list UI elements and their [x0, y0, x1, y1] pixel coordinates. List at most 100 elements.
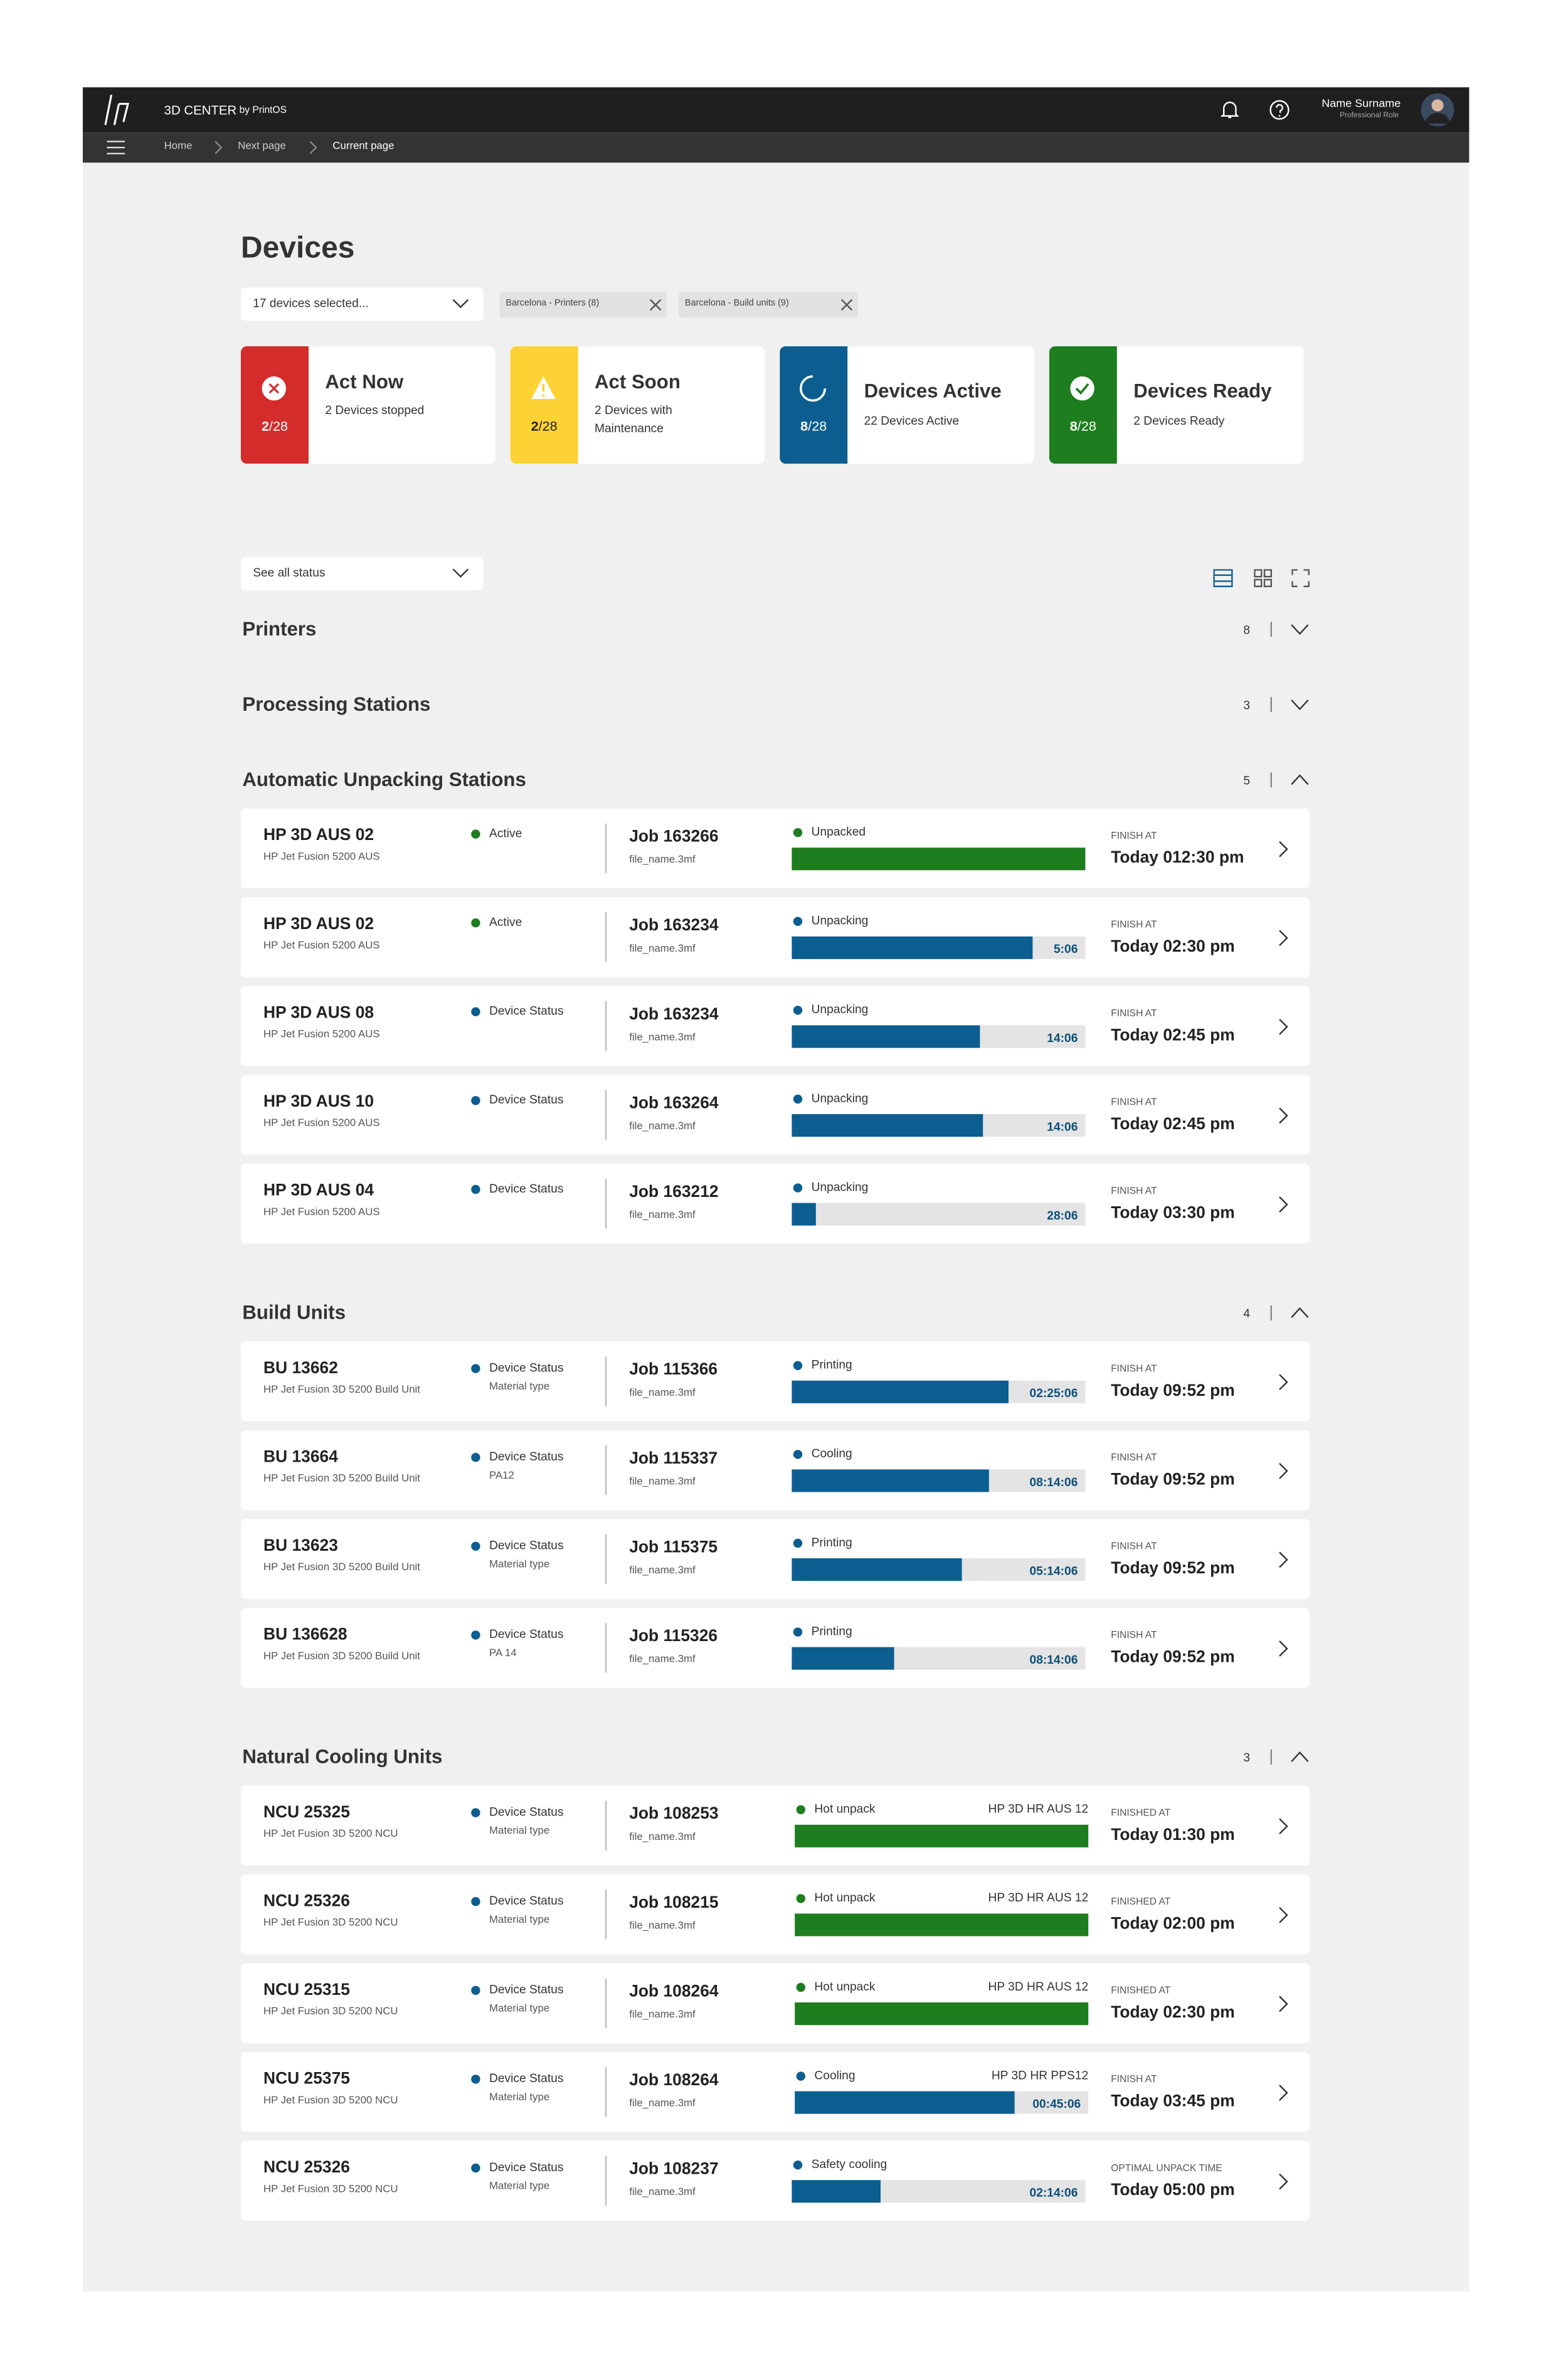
column-divider — [605, 1356, 607, 1406]
row-chevron[interactable] — [1278, 1373, 1289, 1391]
job-id: Job 163264 — [629, 1094, 719, 1113]
device-name: BU 13664 — [263, 1448, 338, 1467]
section-divider — [1270, 622, 1273, 637]
device-row[interactable]: HP 3D AUS 04 HP Jet Fusion 5200 AUS Device… — [241, 1164, 1310, 1244]
collapse-icon[interactable] — [1290, 1751, 1310, 1763]
phase: Unpacked — [811, 825, 866, 839]
card-icon — [800, 375, 827, 402]
card-strip — [780, 346, 848, 464]
card-subtitle: 2 Devices Ready — [1133, 414, 1225, 428]
device-name: NCU 25326 — [263, 1892, 350, 1911]
bell-icon[interactable] — [1219, 99, 1241, 120]
status-card[interactable]: 2/28 Act Soon 2 Devices with Maintenance — [510, 346, 765, 464]
file-name: file_name.3mf — [629, 1477, 696, 1488]
finish-label: FINISHED AT — [1111, 1897, 1171, 1908]
device-row[interactable]: BU 13623 HP Jet Fusion 3D 5200 Build Unit… — [241, 1519, 1310, 1599]
device-row[interactable]: NCU 25326 HP Jet Fusion 3D 5200 NCU Device… — [241, 2140, 1310, 2221]
device-row[interactable]: BU 13664 HP Jet Fusion 3D 5200 Build Unit… — [241, 1430, 1310, 1511]
status-card[interactable]: 8/28 Devices Ready 2 Devices Ready — [1049, 346, 1304, 464]
menu-icon[interactable] — [107, 140, 125, 155]
device-row[interactable]: NCU 25375 HP Jet Fusion 3D 5200 NCU Device… — [241, 2052, 1310, 2132]
material: Material type — [489, 2093, 550, 2103]
device-name: BU 13662 — [263, 1359, 338, 1378]
device-model: HP Jet Fusion 3D 5200 Build Unit — [263, 1651, 420, 1662]
row-chevron[interactable] — [1278, 929, 1289, 947]
device-row[interactable]: NCU 25325 HP Jet Fusion 3D 5200 NCU Device… — [241, 1785, 1310, 1866]
collapse-icon[interactable] — [1290, 1307, 1310, 1319]
breadcrumb-sep — [309, 141, 317, 154]
progress-bar — [792, 1558, 962, 1581]
expand-icon[interactable] — [1290, 624, 1310, 635]
device-row[interactable]: HP 3D AUS 02 HP Jet Fusion 5200 AUS Active… — [241, 808, 1310, 888]
row-chevron[interactable] — [1278, 1018, 1289, 1036]
device-row[interactable]: NCU 25315 HP Jet Fusion 3D 5200 NCU Device… — [241, 1963, 1310, 2043]
progress-track: 00:45:06 — [795, 2091, 1089, 2114]
finish-label: FINISH AT — [1111, 920, 1157, 931]
row-chevron[interactable] — [1278, 1817, 1289, 1836]
breadcrumb-item[interactable]: Home — [164, 141, 193, 152]
progress-track: 14:06 — [792, 1114, 1086, 1137]
device-row[interactable]: BU 136628 HP Jet Fusion 3D 5200 Build Uni… — [241, 1608, 1310, 1688]
list-view[interactable] — [1213, 569, 1233, 588]
device-row[interactable]: BU 13662 HP Jet Fusion 3D 5200 Build Unit… — [241, 1341, 1310, 1422]
job-id: Job 115337 — [629, 1450, 718, 1468]
collapse-icon[interactable] — [1290, 774, 1310, 786]
expand-icon[interactable] — [1290, 699, 1310, 711]
status-filter[interactable]: See all status — [241, 557, 484, 590]
file-name: file_name.3mf — [629, 1210, 696, 1221]
device-row[interactable]: NCU 25326 HP Jet Fusion 3D 5200 NCU Device… — [241, 1874, 1310, 1955]
chevron-down — [452, 568, 469, 578]
count-total: /28 — [538, 418, 558, 434]
row-chevron[interactable] — [1278, 1551, 1289, 1569]
user-name: Name Surname — [1322, 96, 1401, 110]
phase: Cooling — [814, 2068, 856, 2083]
row-chevron[interactable] — [1278, 1906, 1289, 1924]
card-count: 8/28 — [1049, 418, 1117, 433]
file-name: file_name.3mf — [629, 2098, 696, 2110]
row-chevron[interactable] — [1278, 2172, 1289, 2191]
card-icon — [531, 376, 556, 399]
breadcrumb-bar — [83, 132, 1470, 163]
row-chevron[interactable] — [1278, 1462, 1289, 1480]
progress-track: 5:06 — [792, 936, 1086, 959]
job-id: Job 108264 — [629, 2071, 719, 2090]
count-value: 8 — [800, 418, 808, 434]
row-chevron[interactable] — [1278, 1107, 1289, 1125]
status-dot — [471, 1007, 480, 1017]
device-row[interactable]: HP 3D AUS 08 HP Jet Fusion 5200 AUS Device… — [241, 986, 1310, 1066]
row-chevron[interactable] — [1278, 1995, 1289, 2013]
progress-bar — [792, 1380, 1009, 1403]
phase-target: HP 3D HR AUS 12 — [988, 1802, 1089, 1816]
column-divider — [605, 1978, 607, 2028]
finish-label: FINISH AT — [1111, 1453, 1157, 1464]
count-value: 2 — [261, 418, 270, 434]
filter-chip: Barcelona - Printers (8) — [499, 292, 667, 318]
section-title: Natural Cooling Units — [242, 1745, 443, 1768]
grid-view[interactable] — [1254, 569, 1273, 588]
help-icon[interactable] — [1269, 99, 1290, 120]
device-row[interactable]: HP 3D AUS 10 HP Jet Fusion 5200 AUS Device… — [241, 1075, 1310, 1155]
status-card[interactable]: 8/28 Devices Active 22 Devices Active — [780, 346, 1034, 464]
remaining-time: 14:06 — [1047, 1119, 1078, 1134]
phase-dot — [793, 1361, 803, 1370]
breadcrumb-item[interactable]: Next page — [238, 141, 286, 152]
chip-remove[interactable] — [840, 298, 854, 312]
device-status: Device Status — [489, 1805, 564, 1819]
devices-filter[interactable]: 17 devices selected... — [241, 287, 484, 321]
status-dot — [471, 1096, 480, 1105]
device-name: HP 3D AUS 08 — [263, 1004, 374, 1023]
row-chevron[interactable] — [1278, 1196, 1289, 1214]
section-title: Processing Stations — [242, 693, 431, 715]
device-row[interactable]: HP 3D AUS 02 HP Jet Fusion 5200 AUS Active… — [241, 897, 1310, 977]
progress-bar — [792, 1647, 895, 1670]
row-chevron[interactable] — [1278, 2084, 1289, 2102]
row-chevron[interactable] — [1278, 840, 1289, 858]
status-card[interactable]: 2/28 Act Now 2 Devices stopped — [241, 346, 495, 464]
material: Material type — [489, 1560, 550, 1571]
chip-remove[interactable] — [649, 298, 662, 312]
row-chevron[interactable] — [1278, 1640, 1289, 1658]
remaining-time: 02:14:06 — [1029, 2185, 1078, 2199]
fullscreen[interactable] — [1291, 569, 1310, 588]
phase-target: HP 3D HR AUS 12 — [988, 1891, 1089, 1905]
status-dot — [471, 829, 480, 839]
